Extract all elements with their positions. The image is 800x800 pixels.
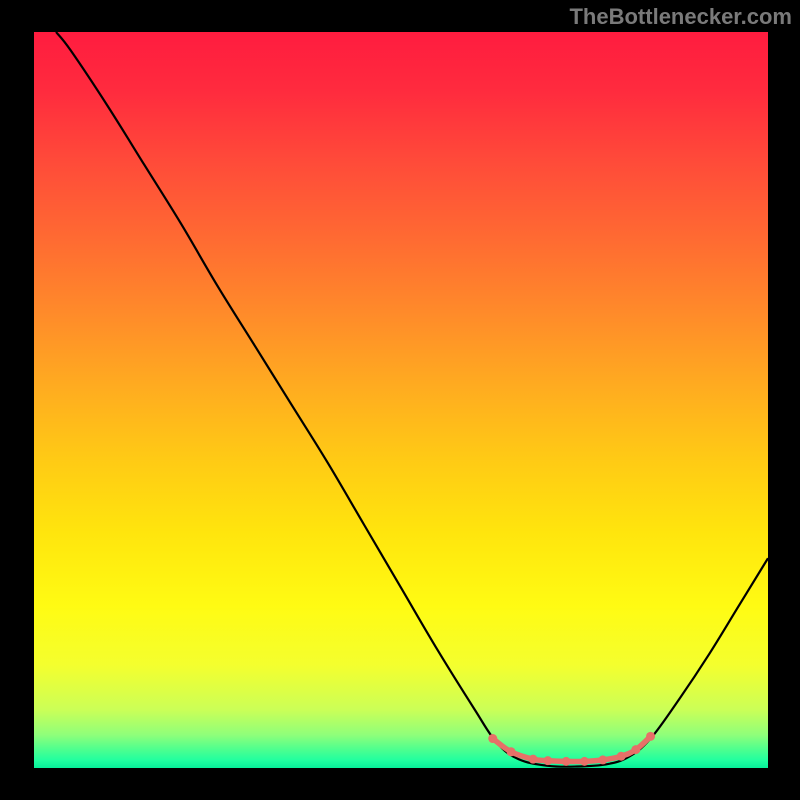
highlight-marker xyxy=(617,752,626,761)
highlight-marker xyxy=(507,747,516,756)
main-curve xyxy=(56,32,768,767)
highlight-marker xyxy=(529,755,538,764)
highlight-marker xyxy=(562,757,571,766)
highlight-marker xyxy=(488,734,497,743)
watermark-text: TheBottlenecker.com xyxy=(569,4,792,30)
highlight-marker xyxy=(580,757,589,766)
highlight-marker xyxy=(631,745,640,754)
highlight-marker xyxy=(598,755,607,764)
highlight-marker xyxy=(646,732,655,741)
plot-area xyxy=(34,32,768,768)
chart-svg xyxy=(34,32,768,768)
highlight-marker xyxy=(543,756,552,765)
